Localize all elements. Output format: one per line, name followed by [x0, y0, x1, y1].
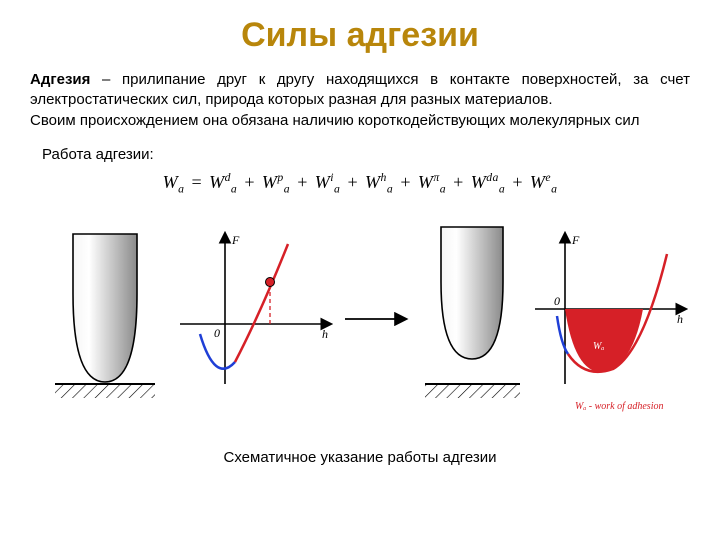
definition-paragraph: Адгезия – прилипание друг к другу находя…	[30, 70, 690, 131]
right-probe-icon	[425, 227, 520, 398]
svg-text:h: h	[677, 312, 683, 326]
footnote-text: Wₐ - work of adhesion	[575, 401, 663, 412]
work-label: Работа адгезии:	[42, 146, 690, 163]
diagram-area: F h 0	[30, 209, 690, 439]
svg-text:F: F	[571, 233, 580, 247]
page-title: Силы адгезии	[30, 16, 690, 55]
definition-rest: – прилипание друг к другу находящихся в …	[30, 71, 690, 108]
svg-text:0: 0	[214, 326, 220, 340]
svg-text:h: h	[322, 327, 328, 341]
definition-line2: Своим происхождением она обязана наличию…	[30, 112, 639, 129]
svg-text:0: 0	[554, 294, 560, 308]
left-chart: F h 0	[180, 233, 330, 384]
formula: Wa = Wda + Wpa + Wia + Wha + Wπa + Wdaa …	[30, 171, 690, 196]
right-chart: F h 0 Wₐ Wₐ - work of adhesion	[535, 233, 685, 412]
svg-text:Wₐ: Wₐ	[593, 341, 604, 352]
diagram-caption: Схематичное указание работы адгезии	[30, 449, 690, 466]
left-probe-icon	[55, 234, 155, 398]
definition-lead: Адгезия	[30, 71, 90, 88]
svg-text:F: F	[231, 233, 240, 247]
